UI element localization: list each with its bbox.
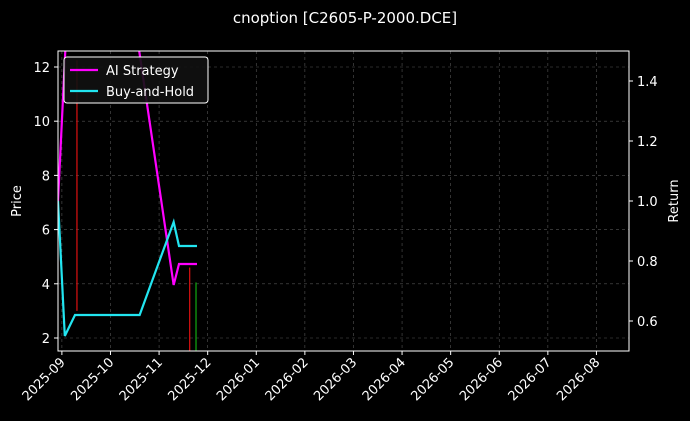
y-tick-label: 12 (33, 61, 50, 76)
legend-box (63, 56, 209, 104)
y-tick-label: 6 (42, 224, 50, 239)
y2-tick-label: 1.2 (637, 135, 658, 150)
y2-tick-label: 1.4 (637, 75, 658, 90)
y-tick-label: 10 (33, 115, 50, 130)
y2-tick-label: 1.0 (637, 195, 658, 210)
y2-tick-label: 0.6 (637, 315, 658, 330)
y-tick-label: 2 (42, 332, 50, 347)
chart-title: cnoption [C2605-P-2000.DCE] (233, 9, 457, 27)
y-tick-label: 4 (42, 278, 50, 293)
y-tick-label: 8 (42, 169, 50, 184)
y2-tick-label: 0.8 (637, 255, 658, 270)
y-axis-label: Price (10, 185, 25, 217)
y2-axis-label: Return (667, 179, 682, 222)
series-line (58, 200, 197, 337)
plot-frame (57, 50, 630, 352)
legend-label: AI Strategy (106, 64, 179, 79)
series-line (58, 51, 197, 286)
legend-label: Buy-and-Hold (106, 85, 194, 100)
